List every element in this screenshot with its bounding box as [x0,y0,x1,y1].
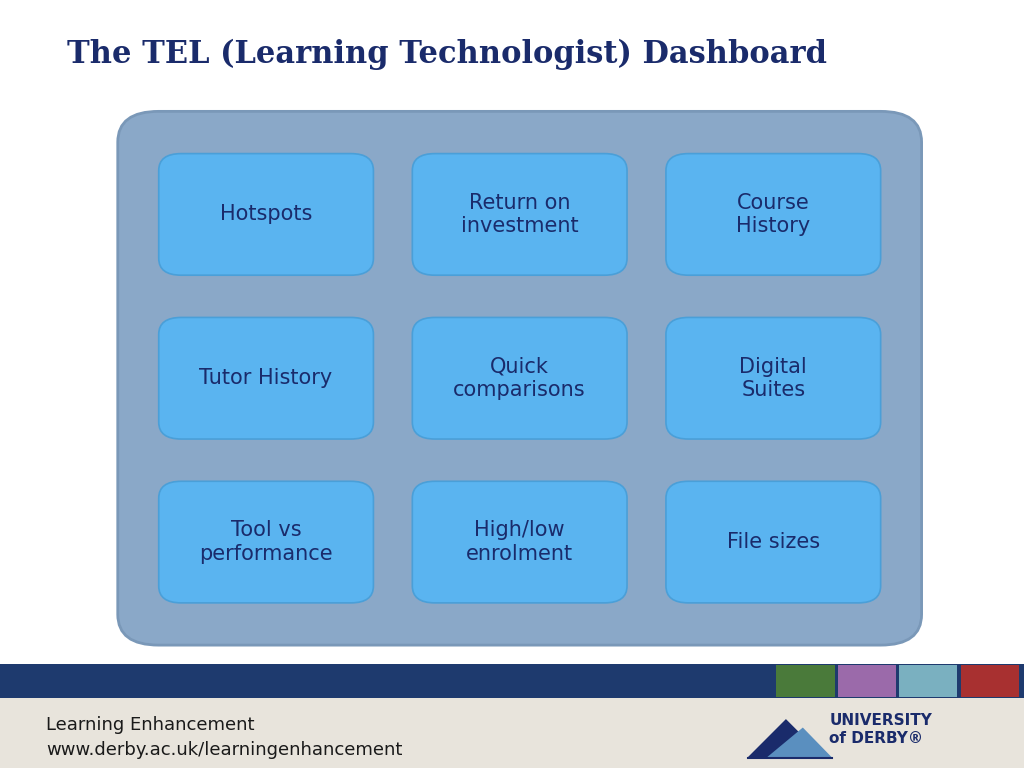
Text: High/low
enrolment: High/low enrolment [466,521,573,564]
Text: www.derby.ac.uk/learningenhancement: www.derby.ac.uk/learningenhancement [46,741,402,760]
Text: The TEL (Learning Technologist) Dashboard: The TEL (Learning Technologist) Dashboar… [67,38,826,70]
Text: Tutor History: Tutor History [200,368,333,389]
Polygon shape [748,719,824,757]
Polygon shape [767,727,831,757]
Text: Quick
comparisons: Quick comparisons [454,356,586,400]
FancyBboxPatch shape [413,154,627,275]
Text: Course
History: Course History [736,193,810,236]
FancyBboxPatch shape [413,317,627,439]
FancyBboxPatch shape [666,317,881,439]
FancyBboxPatch shape [838,665,896,697]
FancyBboxPatch shape [961,665,1019,697]
FancyBboxPatch shape [899,665,957,697]
FancyBboxPatch shape [159,154,374,275]
FancyBboxPatch shape [159,482,374,603]
FancyBboxPatch shape [0,664,1024,698]
FancyBboxPatch shape [413,482,627,603]
FancyBboxPatch shape [776,665,835,697]
Text: File sizes: File sizes [727,532,820,552]
FancyBboxPatch shape [666,154,881,275]
Text: Tool vs
performance: Tool vs performance [200,521,333,564]
Text: UNIVERSITY
of DERBY®: UNIVERSITY of DERBY® [829,713,932,746]
FancyBboxPatch shape [118,111,922,645]
Text: Return on
investment: Return on investment [461,193,579,236]
Text: Hotspots: Hotspots [220,204,312,224]
FancyBboxPatch shape [159,317,374,439]
FancyBboxPatch shape [666,482,881,603]
Text: Digital
Suites: Digital Suites [739,356,807,400]
FancyBboxPatch shape [0,664,1024,768]
Text: Learning Enhancement: Learning Enhancement [46,716,255,733]
